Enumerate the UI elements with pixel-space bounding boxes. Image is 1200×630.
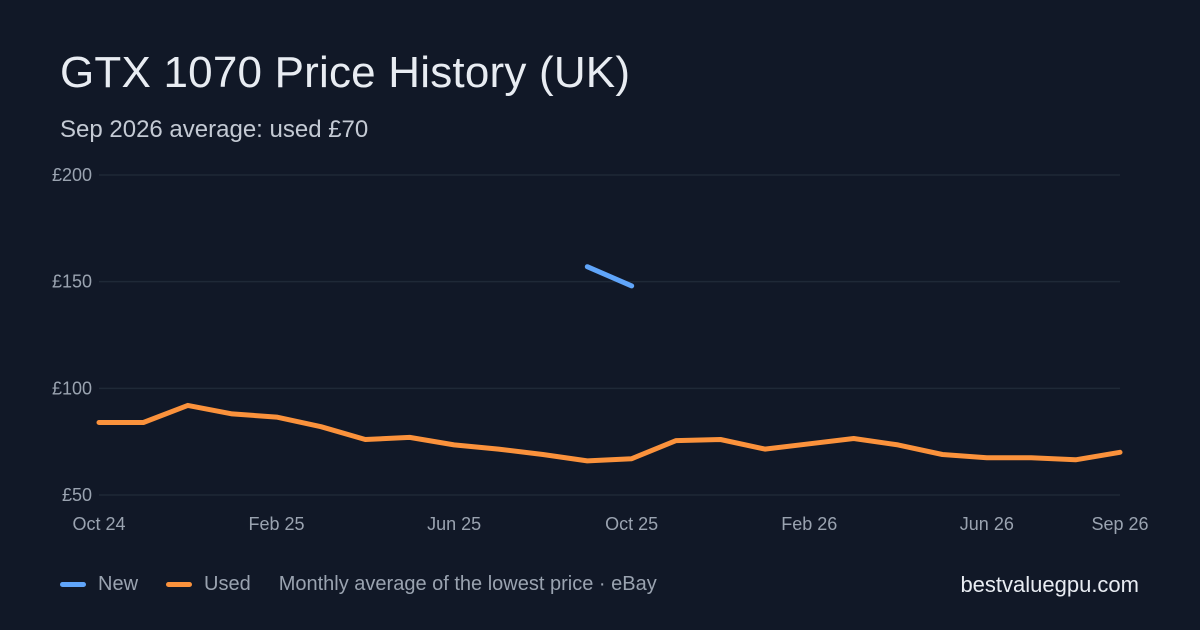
y-tick-label: £200 [52, 165, 92, 185]
x-tick-label: Jun 25 [427, 514, 481, 534]
legend-note: Monthly average of the lowest price · eB… [278, 573, 657, 595]
x-tick-label: Jun 26 [960, 514, 1014, 534]
y-tick-label: £150 [52, 272, 92, 292]
legend: New Used Monthly average of the lowest p… [60, 573, 657, 596]
x-tick-label: Feb 26 [781, 514, 837, 534]
x-axis-ticks: Oct 24 Feb 25 Jun 25 Oct 25 Feb 26 Jun 26 Sep … [72, 514, 1148, 534]
gridlines [99, 174, 1120, 496]
legend-label-used: Used [204, 573, 251, 595]
legend-label-new: New [98, 573, 139, 595]
x-tick-label: Feb 25 [249, 514, 305, 534]
x-tick-label: Oct 24 [72, 514, 125, 534]
series-line-used [96, 402, 1123, 464]
legend-item-used: Used [166, 573, 251, 596]
x-tick-label: Oct 25 [605, 514, 658, 534]
legend-swatch-used [166, 582, 193, 587]
y-axis-ticks: £50 £100 £150 £200 [52, 165, 92, 505]
chart-title: GTX 1070 Price History (UK) [60, 48, 631, 97]
legend-item-new: New [60, 573, 138, 596]
y-tick-label: £50 [62, 485, 92, 505]
x-tick-label: Sep 26 [1091, 514, 1148, 534]
series-line-new [584, 264, 635, 289]
chart-subtitle: Sep 2026 average: used £70 [60, 116, 369, 143]
series-lines [96, 264, 1123, 464]
site-name: bestvaluegpu.com [960, 572, 1139, 597]
legend-swatch-new [60, 582, 86, 587]
y-tick-label: £100 [52, 378, 92, 398]
